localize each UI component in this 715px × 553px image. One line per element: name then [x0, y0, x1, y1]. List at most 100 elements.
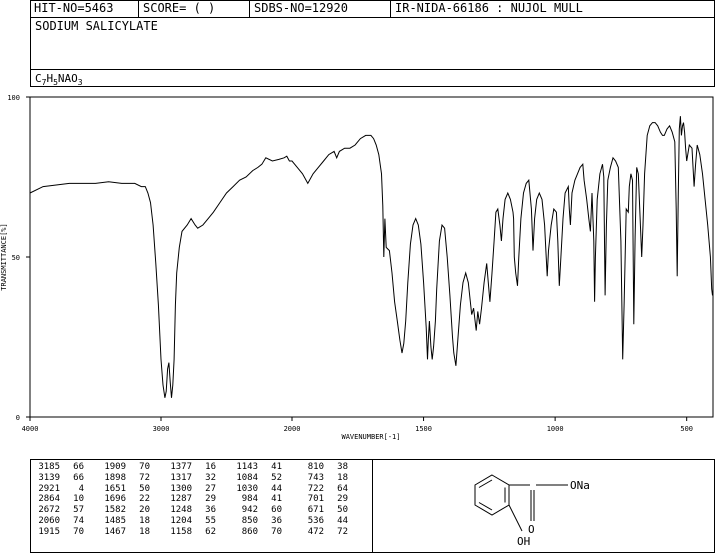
peak-transmittance: 74: [73, 515, 84, 526]
peak-transmittance: 70: [73, 526, 84, 537]
sodium-oxide-label: ONa: [570, 479, 590, 492]
peak-wavenumber: 722: [307, 483, 324, 494]
peak-wavenumber: 1084: [236, 472, 258, 483]
hydroxyl-label: OH: [517, 535, 530, 548]
peak-transmittance: 66: [73, 472, 84, 483]
peak-transmittance: 36: [205, 505, 216, 516]
peak-transmittance: 16: [205, 462, 216, 472]
peak-row: 2864 10 1696 22 1287 29 984 41 701 29: [34, 494, 348, 505]
peak-wavenumber: 1287: [170, 494, 192, 505]
peak-transmittance: 50: [337, 505, 348, 516]
plot-frame: [29, 96, 714, 418]
x-tick-label: 1500: [415, 425, 432, 433]
x-tick-label: 4000: [22, 425, 39, 433]
peak-wavenumber: 2060: [38, 515, 60, 526]
y-axis-label: TRANSMITTANCE[%]: [0, 223, 8, 290]
peak-transmittance: 41: [271, 494, 282, 505]
peak-wavenumber: 1485: [104, 515, 126, 526]
peak-row: 3185 66 1909 70 1377 16 1143 41 810 38: [34, 462, 348, 473]
x-axis-label: WAVENUMBER[-1]: [341, 433, 400, 441]
hit-number: HIT-NO=5463: [34, 1, 114, 15]
peak-wavenumber: 1158: [170, 526, 192, 537]
peak-wavenumber: 2672: [38, 505, 60, 516]
ir-nida-info: IR-NIDA-66186 : NUJOL MULL: [395, 1, 583, 15]
peak-wavenumber: 1582: [104, 505, 126, 516]
peak-wavenumber: 1915: [38, 526, 60, 537]
peak-wavenumber: 1696: [104, 494, 126, 505]
molecular-formula: C7H5NAO3: [35, 72, 83, 88]
peak-transmittance: 72: [139, 472, 150, 483]
peak-transmittance: 22: [139, 494, 150, 505]
x-tick-label: 500: [680, 425, 693, 433]
peak-wavenumber: 1909: [104, 462, 126, 472]
peak-transmittance: 70: [271, 526, 282, 537]
peak-wavenumber: 1898: [104, 472, 126, 483]
peak-row: 2672 57 1582 20 1248 36 942 60 671 50: [34, 505, 348, 516]
peak-transmittance: 41: [271, 462, 282, 472]
peak-wavenumber: 2864: [38, 494, 60, 505]
peak-transmittance: 27: [205, 483, 216, 494]
header-divider: [138, 0, 139, 17]
peak-transmittance: 29: [337, 494, 348, 505]
header-divider: [390, 0, 391, 17]
peak-row: 3139 66 1898 72 1317 32 1084 52 743 18: [34, 473, 348, 484]
peak-transmittance: 60: [271, 505, 282, 516]
compound-name: SODIUM SALICYLATE: [35, 19, 158, 33]
peak-wavenumber: 1248: [170, 505, 192, 516]
peak-wavenumber: 536: [307, 515, 324, 526]
peak-wavenumber: 1377: [170, 462, 192, 472]
peak-transmittance: 32: [205, 472, 216, 483]
peak-wavenumber: 1300: [170, 483, 192, 494]
peak-transmittance: 50: [139, 483, 150, 494]
peak-transmittance: 20: [139, 505, 150, 516]
peak-wavenumber: 671: [307, 505, 324, 516]
peak-wavenumber: 701: [307, 494, 324, 505]
score-field: SCORE= ( ): [143, 1, 216, 15]
peak-transmittance: 62: [205, 526, 216, 537]
peak-wavenumber: 810: [307, 462, 324, 472]
peak-transmittance: 70: [139, 462, 150, 472]
peak-wavenumber: 1204: [170, 515, 192, 526]
peak-transmittance: 18: [139, 515, 150, 526]
y-tick-label: 0: [16, 414, 20, 422]
peak-transmittance: 52: [271, 472, 282, 483]
peak-transmittance: 44: [337, 515, 348, 526]
peak-wavenumber: 850: [241, 515, 258, 526]
peak-wavenumber: 2921: [38, 483, 60, 494]
peak-transmittance: 44: [271, 483, 282, 494]
peak-transmittance: 66: [73, 462, 84, 472]
peak-row: 2921 4 1651 50 1300 27 1030 44 722 64: [34, 484, 348, 495]
x-tick-label: 1000: [547, 425, 564, 433]
peak-transmittance: 10: [73, 494, 84, 505]
peak-wavenumber: 3139: [38, 472, 60, 483]
peak-wavenumber: 1317: [170, 472, 192, 483]
x-tick-label: 2000: [284, 425, 301, 433]
x-tick-label: 3000: [153, 425, 170, 433]
peak-transmittance: 36: [271, 515, 282, 526]
peak-table: 3185 66 1909 70 1377 16 1143 41 810 38 3139 66 1898 7…: [34, 462, 348, 538]
peak-transmittance: 57: [73, 505, 84, 516]
peak-wavenumber: 942: [241, 505, 258, 516]
peak-transmittance: 18: [337, 472, 348, 483]
peak-wavenumber: 1030: [236, 483, 258, 494]
peak-transmittance: 18: [139, 526, 150, 537]
peak-transmittance: 55: [205, 515, 216, 526]
peak-transmittance: 4: [78, 483, 84, 494]
peak-transmittance: 38: [337, 462, 348, 472]
peak-row: 1915 70 1467 18 1158 62 860 70 472 72: [34, 527, 348, 538]
peak-transmittance: 72: [337, 526, 348, 537]
peak-wavenumber: 860: [241, 526, 258, 537]
carbonyl-oxygen-label: O: [528, 523, 535, 536]
peak-wavenumber: 3185: [38, 462, 60, 472]
peak-wavenumber: 472: [307, 526, 324, 537]
peak-row: 2060 74 1485 18 1204 55 850 36 536 44: [34, 516, 348, 527]
molecule-structure: ONa O OH: [474, 474, 590, 548]
sdbs-number: SDBS-NO=12920: [254, 1, 348, 15]
peak-transmittance: 29: [205, 494, 216, 505]
peak-wavenumber: 984: [241, 494, 258, 505]
header-divider: [249, 0, 250, 17]
y-tick-label: 100: [7, 94, 20, 102]
peak-transmittance: 64: [337, 483, 348, 494]
y-tick-label: 50: [12, 254, 20, 262]
